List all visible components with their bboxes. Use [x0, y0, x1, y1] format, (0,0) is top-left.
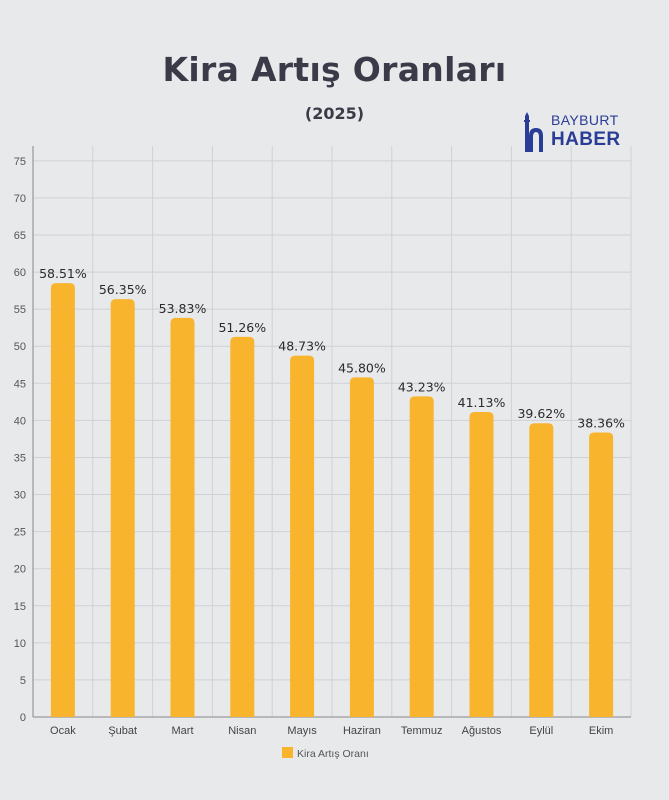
bar-ağustos [469, 411, 494, 717]
y-tick-label: 30 [14, 490, 26, 502]
x-tick-label: Mart [172, 725, 194, 737]
y-tick-label: 10 [14, 638, 26, 650]
y-tick-label: 55 [14, 304, 26, 316]
x-tick-label: Temmuz [401, 725, 443, 737]
x-tick-label: Ekim [589, 725, 613, 737]
data-label: 43.23% [398, 379, 446, 394]
chart-title: Kira Artış Oranları [162, 50, 507, 89]
data-label: 53.83% [159, 301, 207, 316]
y-tick-label: 5 [20, 675, 26, 687]
y-tick-label: 25 [14, 527, 26, 539]
bar-mayıs [290, 355, 315, 717]
y-tick-label: 20 [14, 564, 26, 576]
brand-logo: BAYBURT HABER [521, 108, 631, 154]
y-tick-label: 75 [14, 156, 26, 168]
y-tick-label: 40 [14, 415, 26, 427]
axes: 0 5 10 15 20 25 30 35 40 45 50 55 60 65 70 75 Ocak Şubat M… [14, 146, 631, 737]
data-label: 45.80% [338, 360, 386, 375]
x-tick-label: Eylül [529, 725, 553, 737]
y-tick-label: 70 [14, 193, 26, 205]
data-label: 56.35% [99, 282, 147, 297]
legend-swatch [282, 747, 293, 758]
bar-nisan [230, 336, 255, 717]
y-tick-label: 15 [14, 601, 26, 613]
minaret-h-logo-icon [524, 112, 543, 152]
data-label: 48.73% [278, 339, 326, 354]
data-label: 38.36% [577, 416, 625, 431]
y-tick-label: 45 [14, 378, 26, 390]
bar-eylül [529, 423, 554, 717]
data-label: 51.26% [218, 320, 266, 335]
legend-label: Kira Artış Oranı [297, 748, 369, 760]
bars [50, 283, 614, 717]
x-tick-label: Mayıs [287, 725, 317, 737]
bar-şubat [110, 299, 135, 717]
logo-text-haber: HABER [551, 129, 621, 150]
bar-haziran [349, 377, 374, 717]
x-tick-label: Nisan [228, 725, 256, 737]
x-tick-label: Şubat [108, 725, 137, 737]
bar-ocak [50, 283, 75, 717]
y-tick-label: 50 [14, 341, 26, 353]
data-label: 41.13% [458, 395, 506, 410]
x-tick-label: Ocak [50, 725, 76, 737]
legend: Kira Artış Oranı [282, 747, 369, 760]
data-label: 58.51% [39, 266, 87, 281]
data-label: 39.62% [517, 406, 565, 421]
bar-mart [170, 317, 195, 717]
x-tick-label: Haziran [343, 725, 381, 737]
chart-subtitle: (2025) [304, 104, 365, 123]
y-tick-label: 60 [14, 267, 26, 279]
x-tick-label: Ağustos [462, 725, 502, 737]
bar-ekim [589, 432, 614, 717]
y-tick-label: 0 [20, 712, 26, 724]
bar-temmuz [409, 396, 434, 717]
logo-text-bayburt: BAYBURT [551, 112, 619, 128]
y-tick-label: 35 [14, 452, 26, 464]
data-labels: 58.51% 56.35% 53.83% 51.26% 48.73% 45.80% 43.2… [39, 266, 625, 430]
y-tick-label: 65 [14, 230, 26, 242]
